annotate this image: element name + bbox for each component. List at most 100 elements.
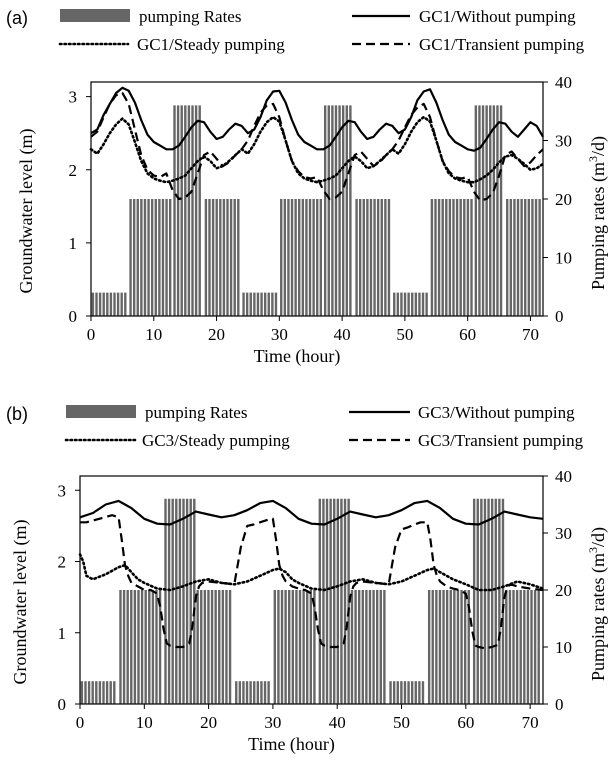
y2-axis-label: Pumping rates (m3/d) <box>586 136 609 290</box>
y2-tick-label: 0 <box>555 695 564 714</box>
y2-label-part: Pumping rates (m <box>588 162 609 290</box>
legend: pumping Rates GC3/Without pumping GC3/Stea… <box>64 403 584 450</box>
x-tick-label: 70 <box>522 325 539 344</box>
y2-axis-label: Pumping rates (m3/d) <box>586 527 609 681</box>
bar-segment-4 <box>242 292 279 316</box>
series-line-0 <box>79 499 544 526</box>
x-tick-label: 40 <box>329 713 346 732</box>
legend-item-0: pumping Rates <box>60 7 241 26</box>
legend-item-1: GC1/Without pumping <box>352 7 576 26</box>
y2-label-part: Pumping rates (m <box>588 553 609 681</box>
x-tick-label: 20 <box>208 325 225 344</box>
x-axis-label: Time (hour) <box>248 734 335 755</box>
bar-segment-2 <box>173 105 203 317</box>
y-axis-label: Groundwater level (m) <box>16 129 37 294</box>
bar-segment-0 <box>91 292 128 316</box>
x-tick-label: 70 <box>522 713 539 732</box>
legend-label: pumping Rates <box>139 7 241 26</box>
bar-segment-3 <box>204 199 241 316</box>
bar-background <box>280 199 323 316</box>
legend-label: pumping Rates <box>145 403 247 422</box>
legend-bar-swatch <box>66 405 136 418</box>
bar-segment-7 <box>355 199 392 316</box>
bar-segment-10 <box>472 498 505 704</box>
series-line-2 <box>80 514 544 650</box>
panel-label: (a) <box>6 8 28 28</box>
legend-label: GC3/Transient pumping <box>418 431 584 450</box>
y2-label-superscript: 3 <box>586 156 600 162</box>
y-tick-label: 1 <box>58 624 67 643</box>
bar-segment-8 <box>393 292 429 316</box>
y2-tick-label: 40 <box>555 73 572 92</box>
x-tick-label: 60 <box>459 325 476 344</box>
bar-segment-6 <box>323 105 354 317</box>
y2-tick-label: 10 <box>555 249 572 268</box>
bar-segment-8 <box>389 681 427 704</box>
y-tick-label: 2 <box>58 553 67 572</box>
legend-label: GC1/Without pumping <box>419 7 576 26</box>
y-tick-label: 0 <box>69 307 78 326</box>
y2-tick-label: 10 <box>555 638 572 657</box>
bar-segment-11 <box>505 590 542 704</box>
x-tick-label: 10 <box>136 713 153 732</box>
bar-segment-4 <box>235 681 272 704</box>
legend-item-2: GC3/Steady pumping <box>64 431 290 450</box>
x-tick-label: 0 <box>87 325 96 344</box>
legend-label: GC3/Steady pumping <box>142 431 290 450</box>
y2-tick-label: 40 <box>555 467 572 486</box>
y-tick-label: 3 <box>69 88 78 107</box>
bar-segment-7 <box>350 590 388 704</box>
legend-item-3: GC1/Transient pumping <box>352 35 585 54</box>
bar-segment-2 <box>164 498 196 704</box>
bar-segment-11 <box>506 199 542 316</box>
legend-label: GC3/Without pumping <box>418 403 575 422</box>
series-line-0 <box>90 86 544 152</box>
legend-item-3: GC3/Transient pumping <box>349 431 584 450</box>
y-axis-label: Groundwater level (m) <box>10 520 31 685</box>
y-tick-label: 1 <box>69 234 78 253</box>
x-tick-label: 60 <box>457 713 474 732</box>
legend: pumping Rates GC1/Without pumping GC1/Stea… <box>58 7 585 54</box>
bar-segment-5 <box>273 590 317 704</box>
series-line-1 <box>89 115 545 184</box>
pumping-bars <box>80 498 542 704</box>
legend-item-0: pumping Rates <box>66 403 247 422</box>
x-tick-label: 50 <box>393 713 410 732</box>
x-tick-label: 10 <box>145 325 162 344</box>
legend-item-2: GC1/Steady pumping <box>58 35 285 54</box>
bar-segment-10 <box>474 105 505 317</box>
y2-tick-label: 30 <box>555 132 572 151</box>
x-tick-label: 30 <box>271 325 288 344</box>
y-tick-label: 0 <box>58 695 67 714</box>
y-tick-label: 2 <box>69 161 78 180</box>
bar-segment-9 <box>427 590 472 704</box>
y-tick-label: 3 <box>58 481 67 500</box>
y2-tick-label: 30 <box>555 524 572 543</box>
pumping-bars <box>91 105 542 317</box>
legend-bar-swatch <box>60 9 130 22</box>
y2-label-part: /d) <box>588 136 609 156</box>
x-tick-label: 50 <box>396 325 413 344</box>
y2-label-part: /d) <box>588 527 609 547</box>
x-tick-label: 20 <box>200 713 217 732</box>
series-line-1 <box>78 553 545 592</box>
panel-label: (b) <box>6 404 28 424</box>
x-axis-label: Time (hour) <box>254 346 341 367</box>
bar-segment-5 <box>280 199 323 316</box>
bar-background <box>129 199 172 316</box>
x-tick-label: 0 <box>76 713 85 732</box>
bar-segment-6 <box>318 498 350 704</box>
bar-segment-1 <box>129 199 172 316</box>
y2-tick-label: 20 <box>555 190 572 209</box>
legend-label: GC1/Transient pumping <box>419 35 585 54</box>
series-line-2 <box>90 91 544 202</box>
bar-segment-9 <box>430 199 473 316</box>
y2-tick-label: 20 <box>555 581 572 600</box>
x-tick-label: 40 <box>334 325 351 344</box>
bar-segment-3 <box>196 590 234 704</box>
bar-segment-1 <box>119 590 163 704</box>
bar-segment-0 <box>80 681 118 704</box>
y2-label-superscript: 3 <box>586 547 600 553</box>
